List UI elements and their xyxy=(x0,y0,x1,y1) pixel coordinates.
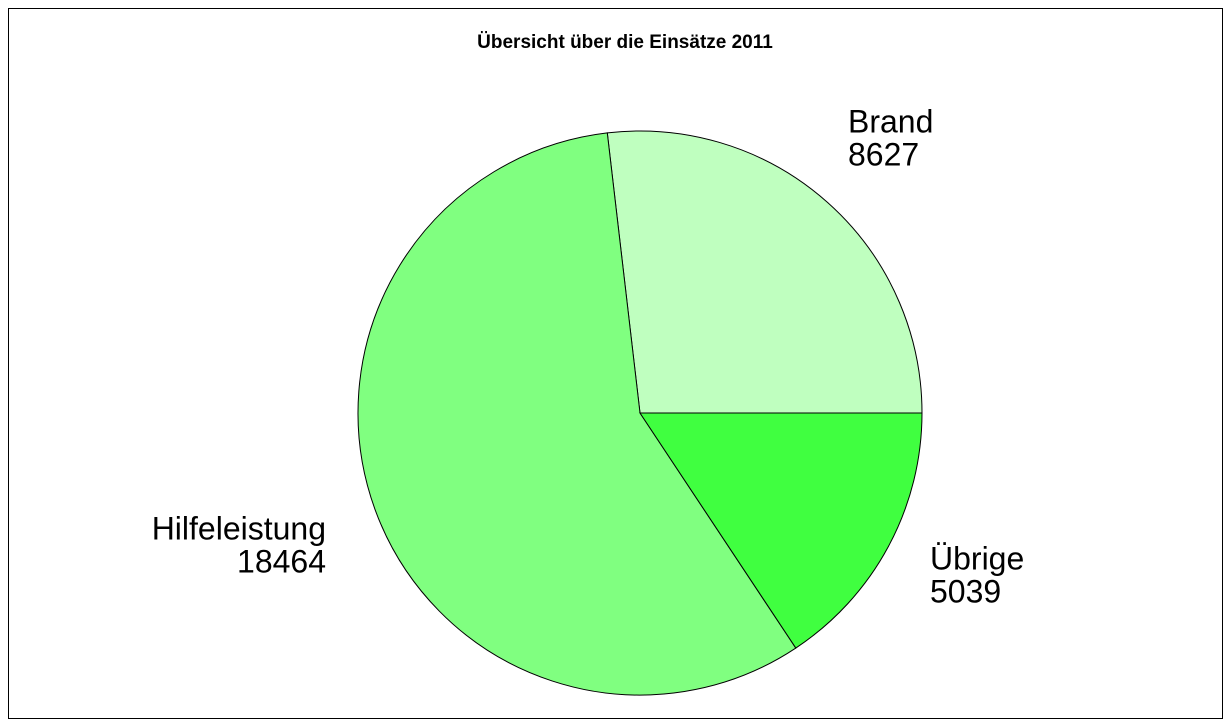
pie-slice xyxy=(606,130,923,414)
slice-value: 18464 xyxy=(237,543,326,579)
pie-slice xyxy=(639,412,923,649)
slice-label: Hilfeleistung xyxy=(152,510,326,546)
slice-label: Brand xyxy=(848,103,933,139)
slice-label: Übrige xyxy=(930,540,1024,576)
slice-value: 8627 xyxy=(848,136,919,172)
pie-slice xyxy=(357,132,797,696)
chart-title: Übersicht über die Einsätze 2011 xyxy=(477,32,773,53)
slice-value: 5039 xyxy=(930,573,1001,609)
